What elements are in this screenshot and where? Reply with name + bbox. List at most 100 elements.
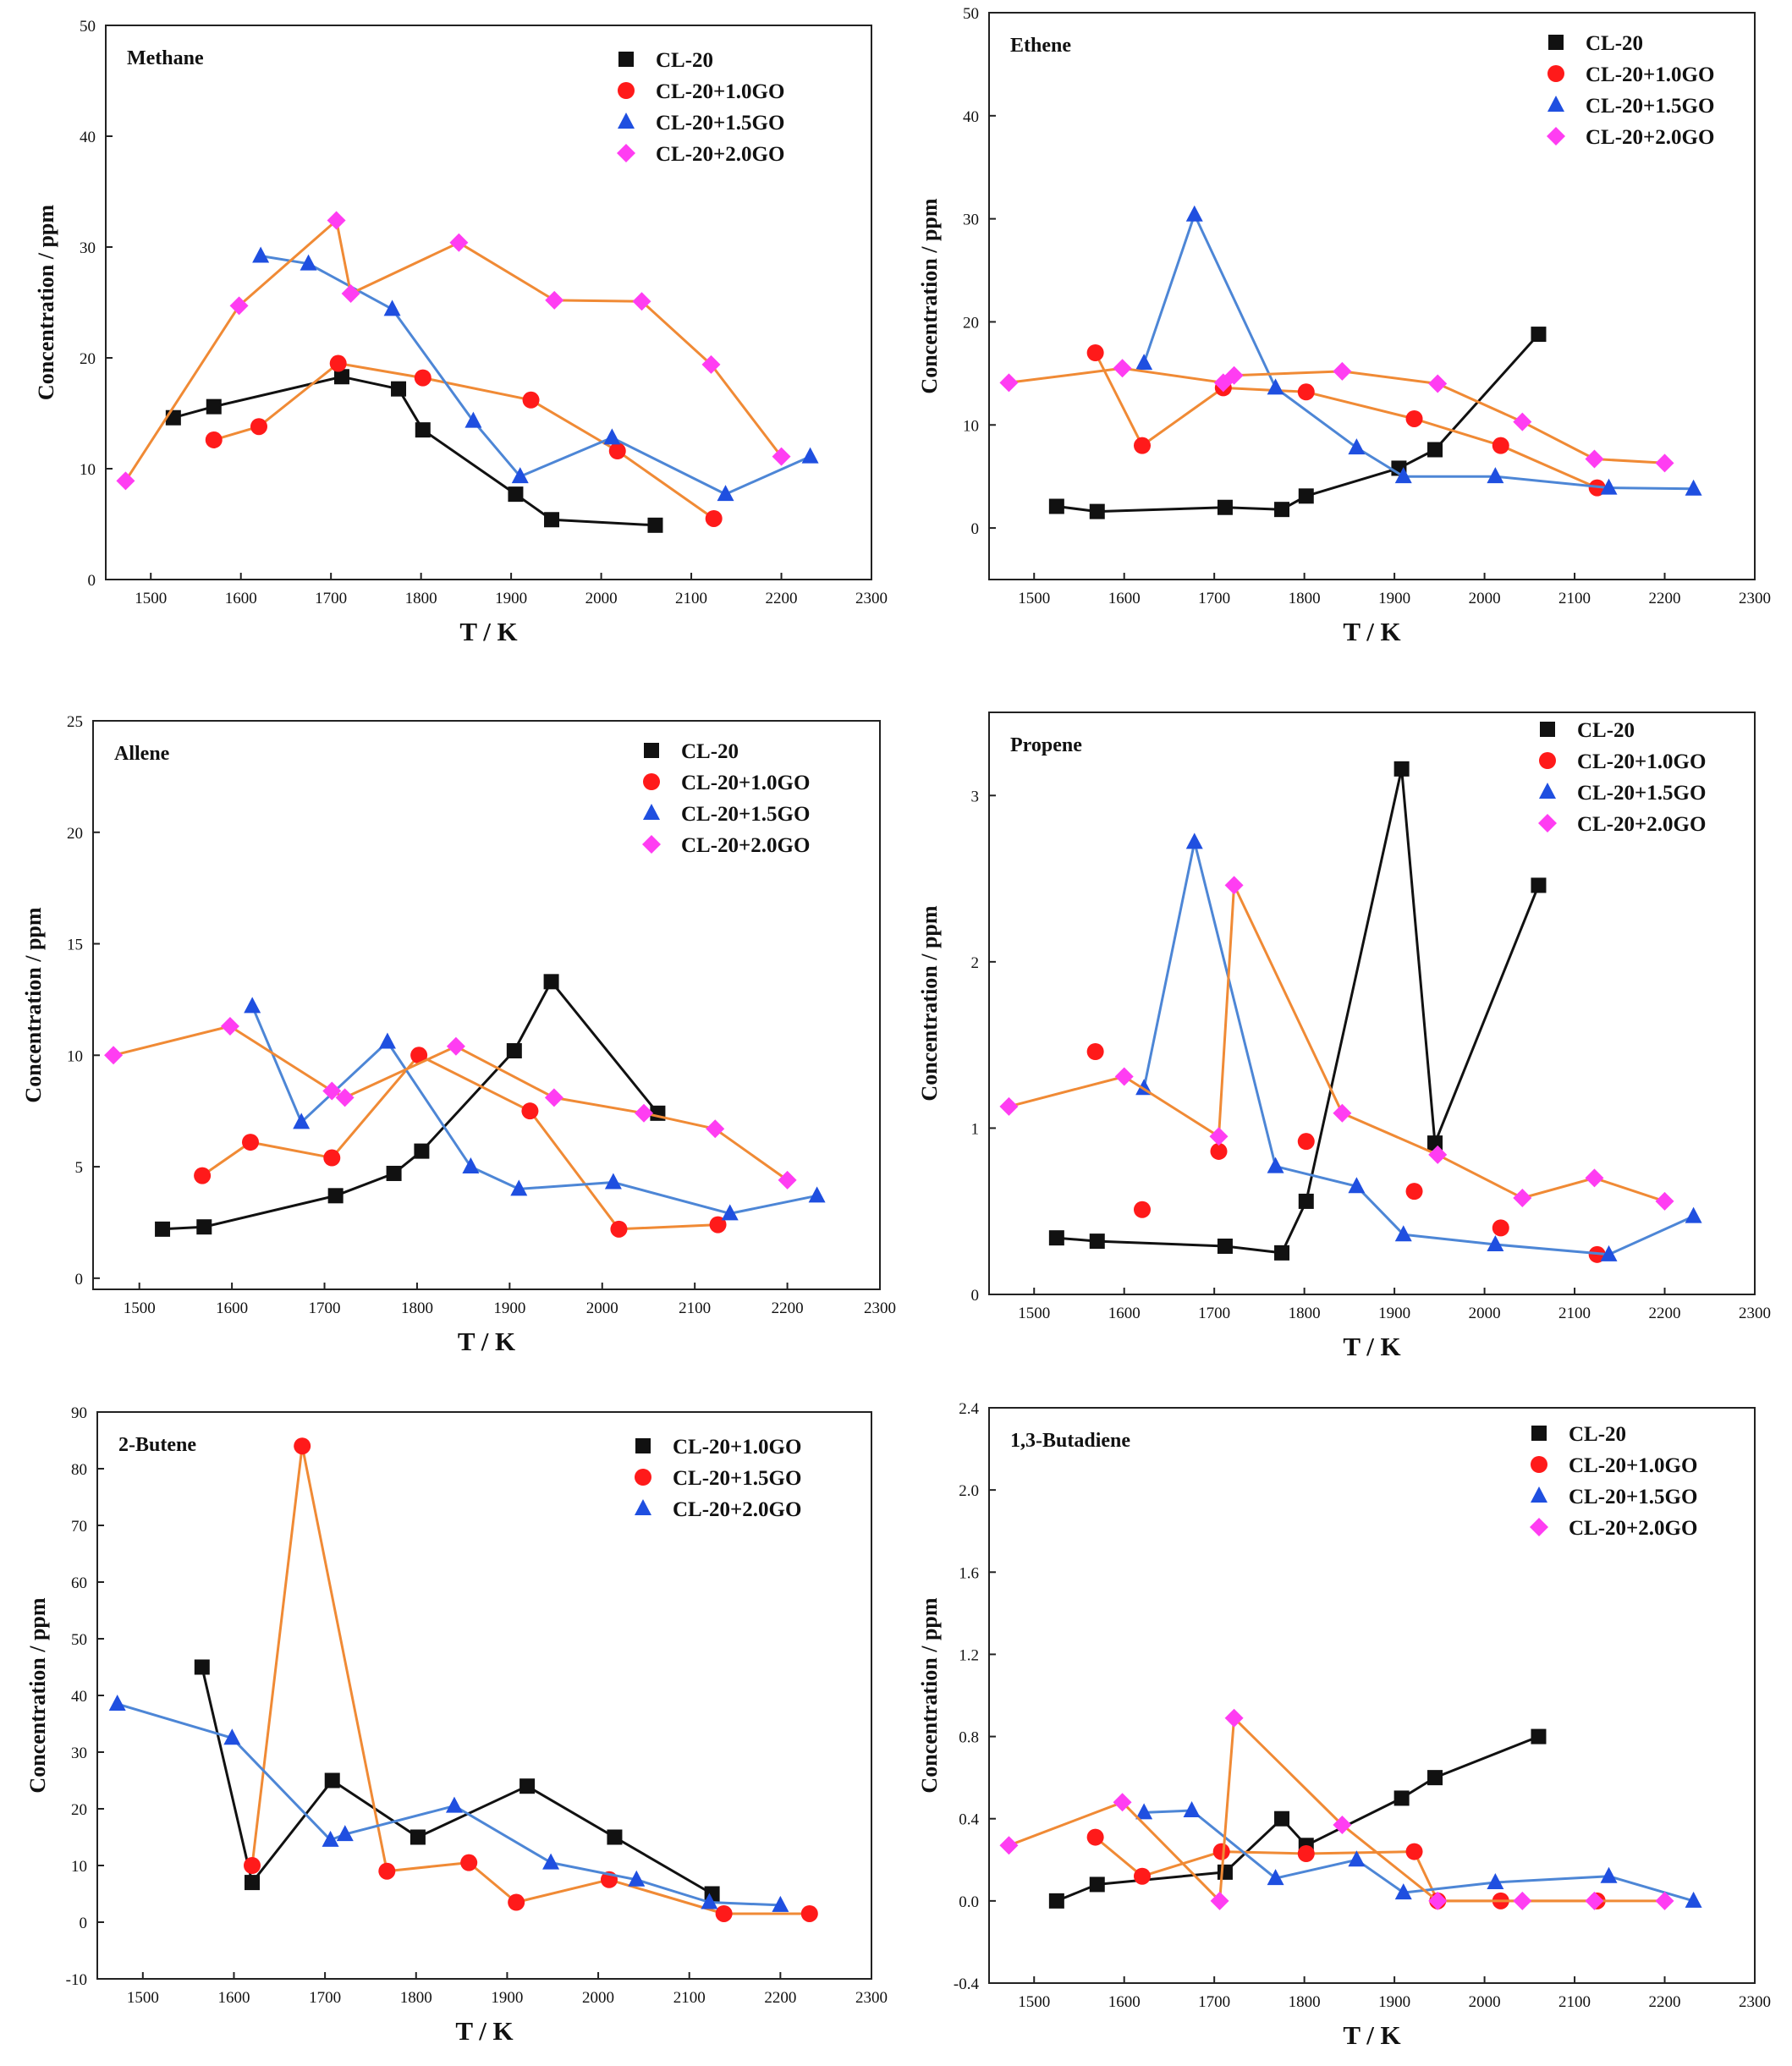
data-point xyxy=(1210,1142,1228,1160)
chart-title: Ethene xyxy=(1010,35,1071,57)
data-point xyxy=(1048,498,1064,514)
y-axis-title: Concentration / ppm xyxy=(25,1597,50,1793)
data-point xyxy=(300,254,317,271)
legend: CL-20 CL-20+1.0GO CL-20+1.5GO CL-20+2.0GO xyxy=(1530,1423,1697,1540)
legend-label: CL-20+1.0GO xyxy=(1569,1454,1697,1477)
y-tick-label: 1 xyxy=(971,1120,980,1138)
data-point xyxy=(1298,488,1314,504)
data-point xyxy=(705,509,723,527)
data-point xyxy=(108,1695,126,1712)
data-point xyxy=(1685,1891,1702,1908)
legend-label: CL-20+2.0GO xyxy=(673,1498,801,1521)
x-tick-label: 1800 xyxy=(1289,1993,1321,2011)
y-axis-title: Concentration / ppm xyxy=(21,907,46,1102)
legend-label: CL-20+1.5GO xyxy=(656,112,784,135)
data-point xyxy=(999,1836,1019,1855)
data-point xyxy=(701,354,721,374)
data-point xyxy=(706,1119,725,1139)
series-cl-20-2-0go xyxy=(104,1017,797,1190)
y-tick-label: 0.4 xyxy=(959,1811,979,1829)
legend: CL-20 CL-20+1.0GO CL-20+1.5GO CL-20+2.0GO xyxy=(617,49,784,166)
data-point xyxy=(1585,449,1604,469)
y-tick-label: 40 xyxy=(963,108,979,126)
x-tick-label: 2000 xyxy=(586,1299,618,1317)
x-axis-title: T / K xyxy=(1343,2020,1400,2050)
data-point xyxy=(1393,761,1410,777)
data-point xyxy=(608,442,626,460)
series-cl-20-1-0go xyxy=(194,1659,720,1902)
data-point xyxy=(1134,437,1151,454)
x-tick-label: 1800 xyxy=(400,1989,432,2007)
data-point xyxy=(543,974,559,990)
x-tick-label: 2100 xyxy=(1558,1305,1591,1322)
data-point xyxy=(1531,327,1547,343)
data-point xyxy=(1209,1127,1229,1146)
chart-title: Methane xyxy=(127,47,204,69)
x-tick-label: 1600 xyxy=(1108,1993,1141,2011)
data-point xyxy=(205,431,223,448)
x-tick-label: 2000 xyxy=(1469,590,1501,607)
data-point xyxy=(511,467,529,484)
x-tick-label: 2200 xyxy=(1649,1305,1681,1322)
data-point xyxy=(1298,1193,1314,1209)
y-tick-label: 1.2 xyxy=(959,1646,979,1664)
x-tick-label: 2200 xyxy=(766,590,798,607)
data-point xyxy=(245,1875,260,1891)
legend-marker xyxy=(643,773,660,790)
data-point xyxy=(460,1854,478,1871)
legend-marker xyxy=(1547,127,1565,146)
x-axis-title: T / K xyxy=(1343,617,1400,646)
panel-methane: 1500 1600 1700 1800 1900 2000 2100 2200 2300 0 10 2… xyxy=(0,0,896,687)
data-point xyxy=(521,1102,539,1120)
data-point xyxy=(1274,1810,1290,1827)
x-tick-label: 1900 xyxy=(1378,1993,1410,2011)
y-tick-label: 30 xyxy=(963,212,979,229)
data-point xyxy=(1086,344,1104,361)
data-point xyxy=(242,1134,259,1151)
data-point xyxy=(1267,1869,1284,1886)
x-tick-label: 1600 xyxy=(217,1989,250,2007)
data-point xyxy=(414,1143,430,1159)
data-point xyxy=(1585,1168,1604,1188)
data-point xyxy=(1212,1843,1230,1860)
data-point xyxy=(604,1173,622,1190)
series-cl-20 xyxy=(165,369,663,533)
data-point xyxy=(1267,1157,1284,1173)
x-tick-label: 1900 xyxy=(1378,590,1410,607)
data-point xyxy=(800,1904,818,1922)
data-point xyxy=(1487,1873,1504,1889)
data-point xyxy=(391,381,407,397)
x-tick-label: 2200 xyxy=(1649,590,1681,607)
series-cl-20-2-0go xyxy=(999,359,1674,473)
legend-label: CL-20+1.0GO xyxy=(1577,750,1706,773)
data-point xyxy=(341,284,360,304)
x-tick-label: 2100 xyxy=(679,1299,711,1317)
x-tick-label: 1500 xyxy=(124,1299,156,1317)
y-tick-label: 30 xyxy=(80,239,96,257)
data-point xyxy=(519,1778,536,1794)
data-point xyxy=(104,1046,124,1065)
legend-marker xyxy=(617,144,635,162)
legend-label: CL-20+1.0GO xyxy=(1586,63,1714,86)
y-tick-label: 0 xyxy=(75,1271,84,1289)
y-tick-label: 20 xyxy=(963,314,979,332)
data-point xyxy=(445,1796,463,1813)
series-line xyxy=(250,1005,817,1215)
data-point xyxy=(1217,499,1233,515)
data-point xyxy=(1428,1145,1448,1164)
data-point xyxy=(1531,877,1547,893)
legend-marker xyxy=(1530,1518,1548,1536)
series-cl-20 xyxy=(155,974,666,1237)
x-axis-title: T / K xyxy=(455,2016,513,2046)
x-tick-label: 2100 xyxy=(675,590,707,607)
series-line xyxy=(1144,1809,1695,1903)
data-point xyxy=(194,1659,210,1675)
plot-frame xyxy=(105,25,872,580)
x-tick-label: 1900 xyxy=(491,1989,523,2007)
chart-1-3-butadiene: 1500 1600 1700 1800 1900 2000 2100 2200 2300 -0.4… xyxy=(917,1400,1771,2050)
legend-marker xyxy=(1540,722,1555,737)
x-tick-label: 2000 xyxy=(1469,1305,1501,1322)
legend-label: CL-20+2.0GO xyxy=(681,834,810,857)
data-point xyxy=(1274,1245,1290,1261)
legend-label: CL-20 xyxy=(1586,32,1643,55)
